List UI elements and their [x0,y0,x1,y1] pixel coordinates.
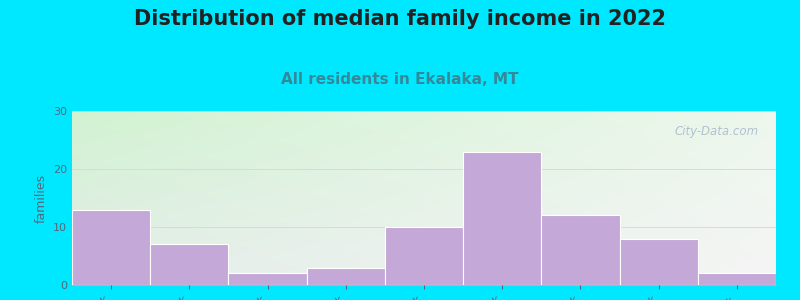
Bar [72,210,150,285]
Text: Distribution of median family income in 2022: Distribution of median family income in … [134,9,666,29]
Bar [150,244,229,285]
Bar [306,268,385,285]
Bar [619,238,698,285]
Bar [542,215,619,285]
Text: City-Data.com: City-Data.com [674,125,758,138]
Y-axis label: families: families [34,173,47,223]
Bar [463,152,542,285]
Bar [698,273,776,285]
Text: All residents in Ekalaka, MT: All residents in Ekalaka, MT [282,72,518,87]
Bar [229,273,306,285]
Bar [385,227,463,285]
